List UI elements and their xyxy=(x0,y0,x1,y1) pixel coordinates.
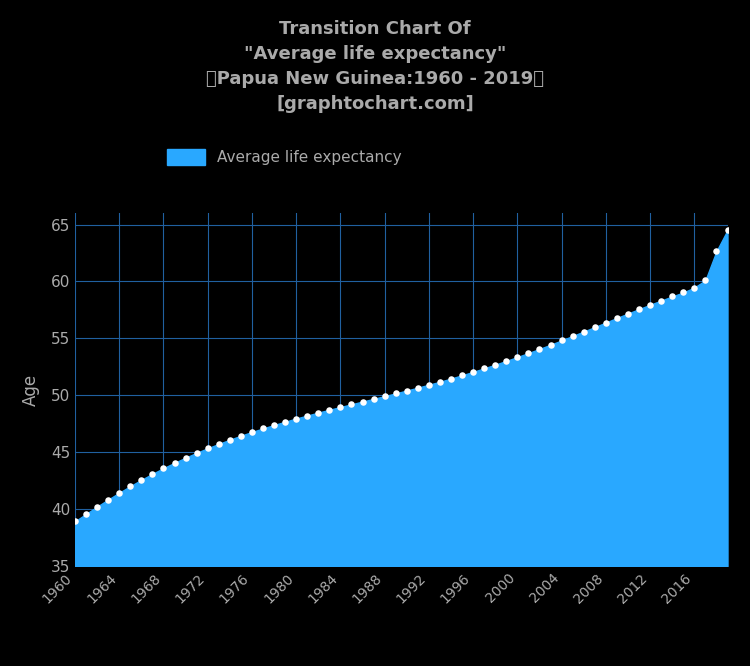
Point xyxy=(500,356,512,366)
Point xyxy=(135,475,147,486)
Point xyxy=(578,326,590,337)
Point xyxy=(390,388,402,399)
Point xyxy=(279,416,291,427)
Text: Transition Chart Of
"Average life expectancy"
（Papua New Guinea:1960 - 2019）
[gr: Transition Chart Of "Average life expect… xyxy=(206,20,544,113)
Point xyxy=(113,488,125,498)
Point xyxy=(523,348,535,358)
Point xyxy=(622,308,634,319)
Point xyxy=(190,448,202,458)
Point xyxy=(69,516,81,527)
Point xyxy=(91,501,103,512)
Point xyxy=(158,463,170,474)
Point xyxy=(710,246,722,256)
Point xyxy=(677,287,689,298)
Point xyxy=(656,295,668,306)
Point xyxy=(368,394,380,404)
Point xyxy=(412,382,424,393)
Point xyxy=(589,322,601,332)
Point xyxy=(700,275,712,286)
Point xyxy=(312,408,324,418)
Point xyxy=(124,481,136,492)
Point xyxy=(179,452,191,463)
Point xyxy=(467,366,479,377)
Point xyxy=(556,335,568,346)
Point xyxy=(346,399,358,410)
Point xyxy=(268,420,280,430)
Point xyxy=(146,469,158,480)
Point xyxy=(379,391,391,402)
Point xyxy=(489,360,501,370)
Point xyxy=(257,423,269,434)
Point xyxy=(533,344,545,354)
Point xyxy=(544,340,556,350)
Point xyxy=(356,396,368,407)
Point xyxy=(666,291,678,302)
Point xyxy=(290,413,302,424)
Point xyxy=(644,300,656,310)
Point xyxy=(246,427,258,438)
Point xyxy=(323,404,335,415)
Point xyxy=(512,352,524,362)
Point xyxy=(600,317,612,328)
Point xyxy=(434,376,446,387)
Point xyxy=(567,330,579,341)
Point xyxy=(456,370,468,380)
Point xyxy=(611,312,623,323)
Point xyxy=(688,282,700,293)
Point xyxy=(334,402,346,412)
Point xyxy=(213,439,225,450)
Point xyxy=(445,373,457,384)
Point xyxy=(102,494,114,505)
Point xyxy=(235,430,247,441)
Point xyxy=(169,458,181,468)
Point xyxy=(80,509,92,519)
Point xyxy=(478,363,490,374)
Legend: Average life expectancy: Average life expectancy xyxy=(161,143,408,171)
Point xyxy=(224,434,236,445)
Point xyxy=(400,385,412,396)
Point xyxy=(202,443,214,454)
Point xyxy=(302,410,313,421)
Point xyxy=(633,304,645,314)
Y-axis label: Age: Age xyxy=(22,374,40,406)
Point xyxy=(423,380,435,390)
Point xyxy=(722,225,734,236)
